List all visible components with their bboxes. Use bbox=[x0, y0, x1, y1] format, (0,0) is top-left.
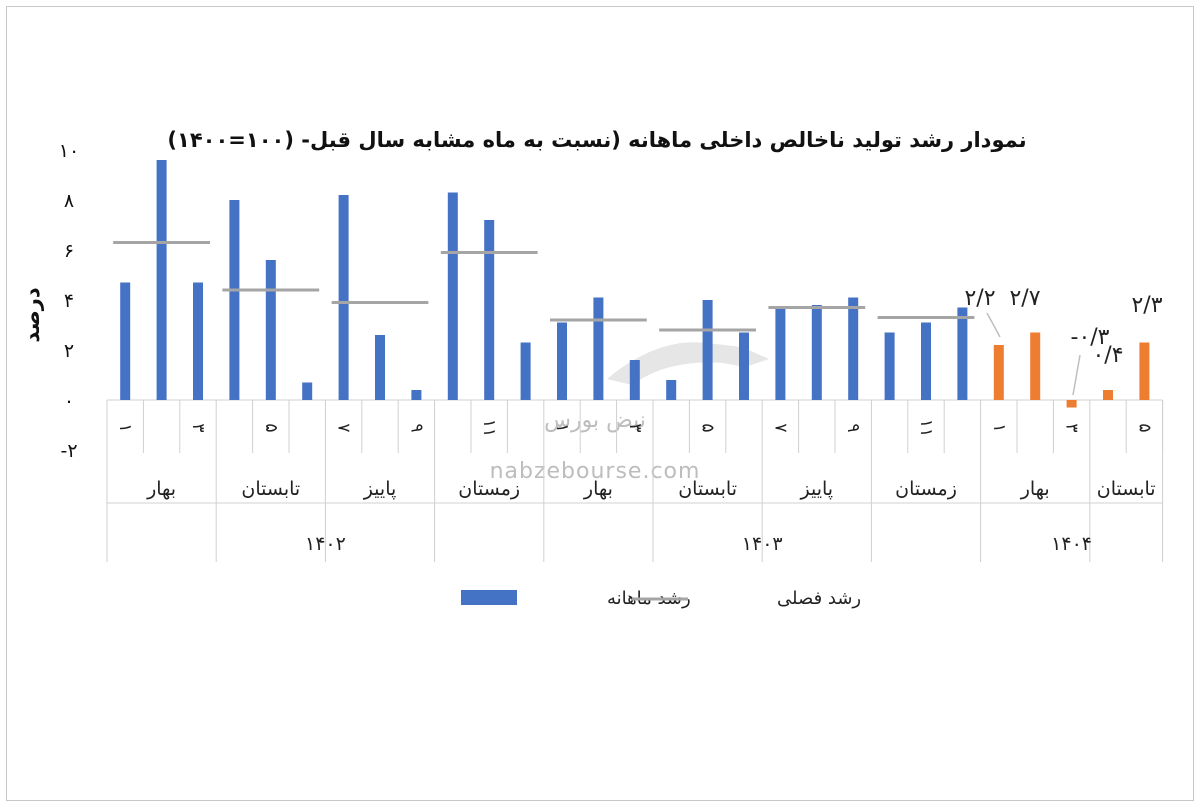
data-label-leader bbox=[1072, 354, 1081, 396]
month-label: ۵ bbox=[261, 423, 281, 432]
bar bbox=[884, 332, 895, 400]
legend-label-seasonal: رشد فصلی bbox=[777, 588, 861, 609]
season-label: تابستان bbox=[1097, 478, 1156, 500]
season-label: بهار bbox=[1020, 478, 1050, 500]
season-label: تابستان bbox=[241, 478, 300, 500]
chart-frame: نمودار رشد تولید ناخالص داخلی ماهانه (نس… bbox=[6, 6, 1194, 801]
data-label: ۰/۴ bbox=[1092, 343, 1123, 368]
gdp-growth-chart: نمودار رشد تولید ناخالص داخلی ماهانه (نس… bbox=[20, 128, 1164, 609]
y-tick-label: -۲ bbox=[60, 440, 77, 462]
bar bbox=[1103, 390, 1113, 400]
month-label: ۹ bbox=[843, 423, 863, 432]
bar bbox=[265, 260, 276, 400]
bar bbox=[775, 307, 786, 400]
y-tick-label: ۶ bbox=[64, 240, 74, 262]
bar bbox=[484, 220, 495, 400]
y-tick-label: ۱۰ bbox=[59, 140, 79, 162]
y-axis-label: درصد bbox=[20, 287, 44, 343]
data-labels: ۲/۲ ۲/۷ -۰/۳۰/۴ ۲/۳ bbox=[964, 286, 1163, 396]
season-label: پاییز bbox=[363, 478, 397, 500]
watermark: نبض بورس nabzebourse.com bbox=[490, 342, 769, 484]
y-tick-label: ۰ bbox=[64, 390, 74, 412]
bar bbox=[629, 360, 640, 400]
data-label: ۲/۳ bbox=[1131, 293, 1162, 318]
season-label: بهار bbox=[146, 478, 176, 500]
y-axis: -۲ ۰ ۲ ۴ ۶ ۸ ۱۰ bbox=[59, 140, 79, 462]
data-label: ۲/۲ bbox=[964, 286, 995, 311]
y-tick-label: ۴ bbox=[64, 290, 74, 312]
bar bbox=[156, 160, 167, 400]
bar bbox=[1066, 400, 1077, 408]
bar bbox=[921, 322, 931, 400]
bar bbox=[1139, 342, 1150, 400]
watermark-logo-text: نبض بورس bbox=[544, 408, 646, 433]
seasonal-growth-lines bbox=[113, 241, 975, 332]
month-label: ۱۱ bbox=[916, 419, 936, 437]
bar bbox=[993, 345, 1004, 400]
year-label: ۱۴۰۲ bbox=[305, 533, 346, 555]
bar bbox=[520, 342, 531, 400]
y-tick-label: ۲ bbox=[64, 340, 74, 362]
bar bbox=[1030, 332, 1041, 400]
season-label: پاییز bbox=[800, 478, 834, 500]
month-label: ۱ bbox=[552, 423, 572, 432]
month-label: ۱ bbox=[989, 423, 1009, 432]
month-label: ۷ bbox=[770, 423, 790, 432]
bar bbox=[848, 297, 859, 400]
bar bbox=[666, 380, 677, 400]
bar bbox=[411, 390, 422, 400]
data-label-leader bbox=[986, 312, 1001, 338]
bar bbox=[193, 282, 203, 400]
month-label: ۵ bbox=[1134, 423, 1154, 432]
bar bbox=[375, 335, 385, 400]
bar bbox=[739, 332, 749, 400]
month-label: ۱ bbox=[115, 423, 135, 432]
bar bbox=[338, 195, 349, 400]
data-label: ۲/۷ bbox=[1009, 286, 1040, 311]
month-label: ۹ bbox=[406, 423, 426, 432]
season-label: زمستان bbox=[458, 478, 520, 500]
bar bbox=[229, 200, 240, 400]
watermark-bull-shape bbox=[607, 342, 769, 385]
month-label: ۷ bbox=[334, 423, 354, 432]
bar bbox=[557, 322, 567, 400]
month-label: ۵ bbox=[698, 423, 718, 432]
month-label: ۳ bbox=[188, 423, 208, 432]
bar bbox=[447, 192, 458, 400]
season-label: تابستان bbox=[678, 478, 737, 500]
bar bbox=[957, 307, 968, 400]
year-label: ۱۴۰۴ bbox=[1051, 533, 1092, 555]
y-tick-label: ۸ bbox=[64, 190, 74, 212]
month-label: ۱۱ bbox=[479, 419, 499, 437]
bar bbox=[120, 282, 131, 400]
legend: رشد ماهانه رشد فصلی bbox=[461, 588, 861, 609]
year-label: ۱۴۰۳ bbox=[742, 533, 783, 555]
month-label: ۳ bbox=[1062, 423, 1082, 432]
chart-title: نمودار رشد تولید ناخالص داخلی ماهانه (نس… bbox=[167, 128, 1026, 152]
season-label: بهار bbox=[583, 478, 613, 500]
bar bbox=[702, 300, 713, 400]
bar bbox=[811, 305, 822, 400]
data-label: -۰/۳ bbox=[1071, 325, 1110, 350]
season-label: زمستان bbox=[895, 478, 957, 500]
bar bbox=[593, 297, 604, 400]
legend-swatch-monthly bbox=[461, 590, 517, 605]
bars bbox=[120, 160, 1150, 408]
bar bbox=[302, 382, 313, 400]
watermark-url: nabzebourse.com bbox=[490, 459, 701, 484]
month-label: ۳ bbox=[625, 423, 645, 432]
